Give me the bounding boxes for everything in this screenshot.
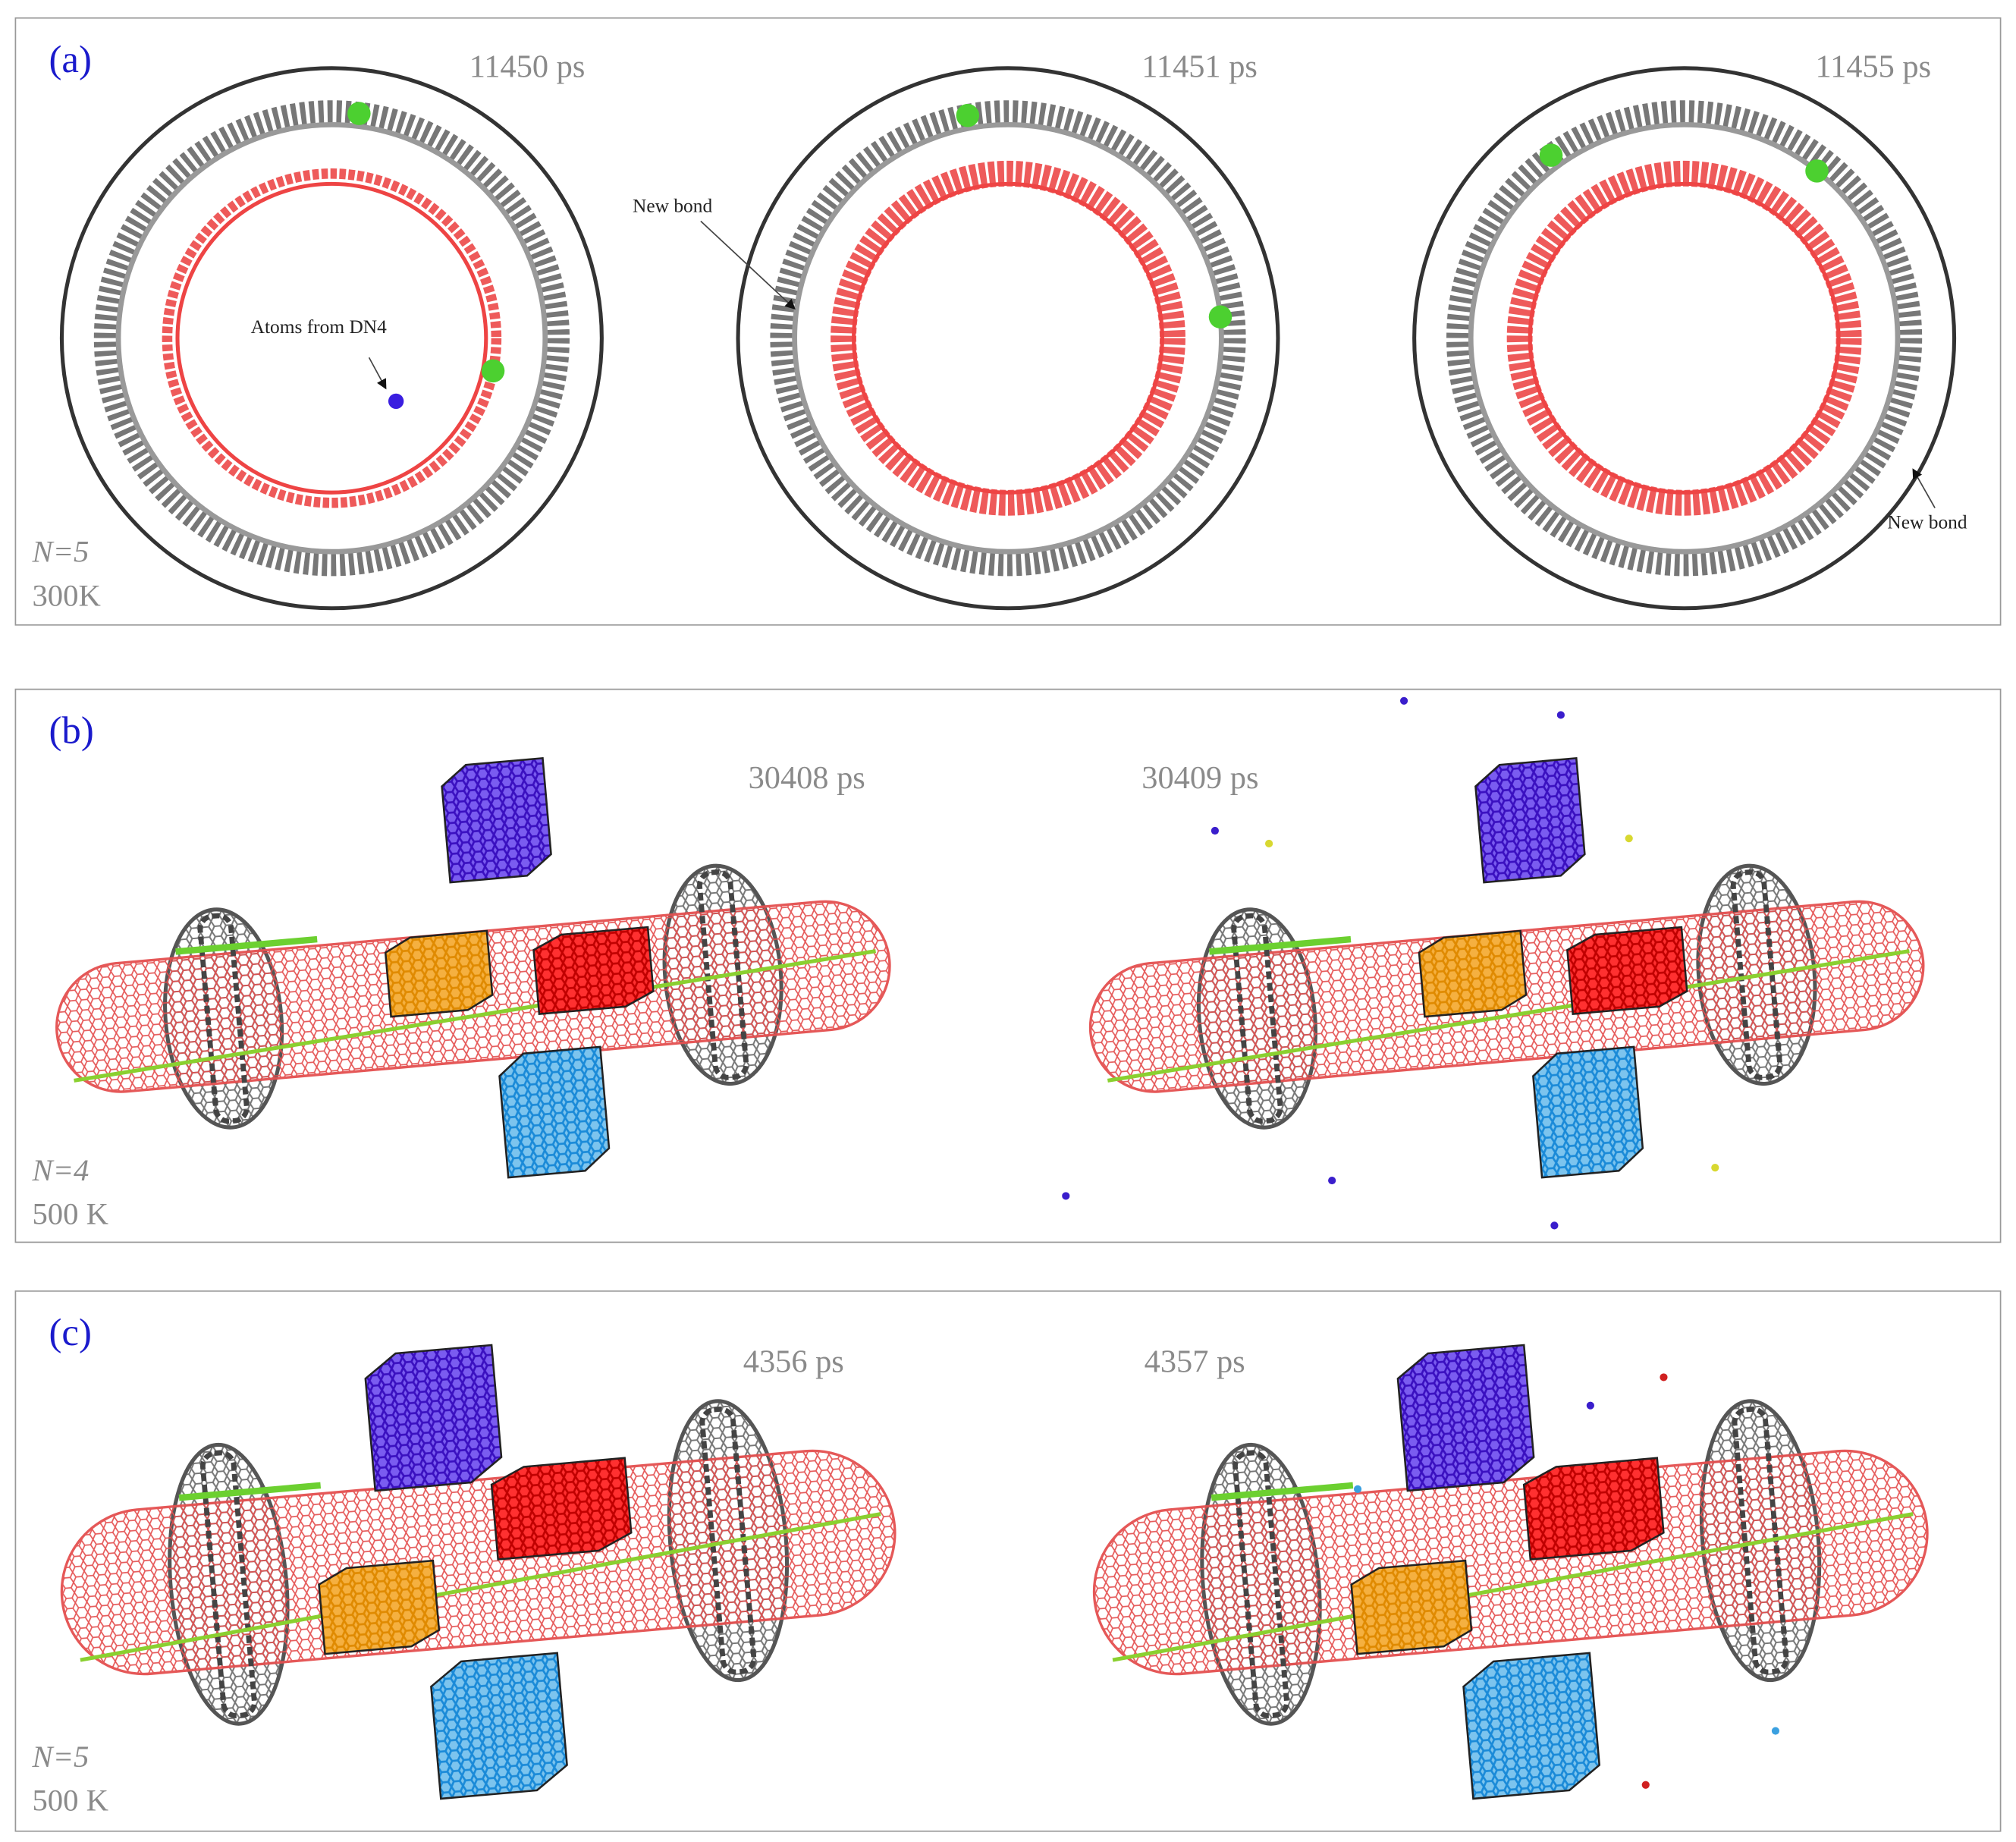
green-segment <box>481 359 505 383</box>
gray-tube <box>115 122 548 555</box>
green-chain <box>1211 1482 1354 1501</box>
green-chain <box>1209 935 1352 955</box>
temperature-label: 300K <box>32 578 100 612</box>
temperature-label: 500 K <box>32 1784 108 1818</box>
atom <box>1211 826 1219 835</box>
time-label: 4356 ps <box>743 1344 844 1380</box>
atom <box>1328 1176 1336 1185</box>
atom <box>1711 1164 1719 1172</box>
atom <box>1641 1781 1650 1789</box>
annotation: Atoms from DN4 <box>251 316 388 338</box>
cluster <box>441 757 552 884</box>
red-tube <box>162 168 502 508</box>
panel-label: (b) <box>49 709 93 752</box>
cluster <box>430 1652 568 1800</box>
atom <box>1353 1485 1362 1493</box>
atom <box>1062 1192 1070 1200</box>
time-label: 11455 ps <box>1815 49 1931 85</box>
gray-tube <box>1446 100 1923 577</box>
ring-band <box>1231 913 1283 1124</box>
time-label: 30408 ps <box>749 760 865 796</box>
red-tube <box>852 181 1164 495</box>
cluster <box>1350 1559 1473 1655</box>
arrow <box>1912 468 1936 508</box>
cluster <box>1418 929 1528 1018</box>
renderings <box>55 66 1957 1800</box>
ring-band <box>1233 1450 1289 1718</box>
green-segment <box>1208 305 1233 328</box>
cluster <box>1566 926 1688 1016</box>
panel-frame <box>14 17 2002 626</box>
atom <box>1625 835 1633 843</box>
time-label: 4357 ps <box>1145 1344 1245 1380</box>
gray-tube <box>1468 122 1901 555</box>
red-tube <box>175 181 488 495</box>
gray-tube <box>770 100 1246 577</box>
gray-tube <box>93 100 570 577</box>
red-tube <box>831 160 1185 516</box>
atom <box>388 393 404 410</box>
nanotube-assembly <box>1092 1344 1929 1800</box>
atom <box>1586 1401 1594 1410</box>
red-tube <box>1506 160 1862 516</box>
cluster <box>1522 1457 1665 1561</box>
green-segment <box>956 103 980 127</box>
atom <box>1550 1221 1559 1230</box>
atom <box>1660 1373 1668 1382</box>
panel-label: (c) <box>49 1311 91 1353</box>
atom <box>1265 839 1273 848</box>
outer-ring <box>736 66 1280 611</box>
arrow <box>368 357 387 390</box>
time-label: 30409 ps <box>1141 760 1258 796</box>
cluster <box>384 929 494 1018</box>
annotation: New bond <box>1887 512 1967 533</box>
time-label: 11450 ps <box>469 49 586 85</box>
green-chain <box>80 1512 881 1662</box>
n-label: N=5 <box>31 1740 89 1774</box>
green-segment <box>1805 159 1829 183</box>
cluster <box>1396 1344 1535 1492</box>
panel-frame <box>14 688 2002 1243</box>
ring-band <box>197 913 250 1124</box>
cluster <box>1474 757 1586 884</box>
arrow <box>700 220 796 310</box>
atom <box>1771 1727 1780 1735</box>
n-label: N=5 <box>31 535 89 569</box>
nanotube-assembly <box>60 1344 897 1800</box>
nanotube-assembly <box>55 757 891 1179</box>
cluster <box>364 1344 503 1492</box>
annotation: New bond <box>633 196 712 217</box>
cluster <box>1462 1652 1601 1800</box>
atom <box>1556 711 1565 719</box>
gray-tube <box>792 122 1224 555</box>
temperature-label: 500 K <box>32 1197 108 1231</box>
cluster <box>318 1559 441 1655</box>
ring-band <box>697 869 749 1080</box>
time-label: 11451 ps <box>1141 49 1258 85</box>
green-segment <box>1539 143 1563 167</box>
green-chain <box>178 1482 322 1501</box>
outer-ring <box>1412 66 1957 611</box>
nanotube-assembly <box>1088 757 1925 1179</box>
n-label: N=4 <box>31 1153 89 1187</box>
panel-frame <box>14 1290 2002 1832</box>
green-chain <box>74 949 876 1083</box>
cluster <box>1532 1045 1644 1179</box>
cluster <box>532 926 655 1016</box>
green-chain <box>175 935 318 955</box>
green-chain <box>1107 949 1910 1083</box>
outer-ring <box>59 66 604 611</box>
green-segment <box>347 102 371 125</box>
green-chain <box>1112 1512 1914 1662</box>
atom <box>1399 696 1408 705</box>
red-tube <box>1528 181 1841 495</box>
ring-band <box>1730 869 1783 1080</box>
panel-label: (a) <box>49 38 91 80</box>
cluster <box>490 1457 633 1561</box>
cluster <box>498 1045 611 1179</box>
ring-band <box>199 1450 257 1718</box>
